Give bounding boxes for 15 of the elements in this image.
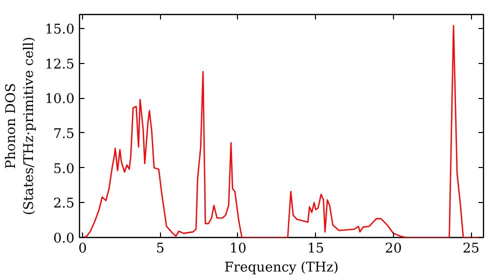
x-tick-label: 15 <box>307 242 324 256</box>
y-tick-label: 10.0 <box>44 92 75 108</box>
y-axis-title: Phonon DOS (States/THz·primitive cell) <box>4 36 37 216</box>
y-tick-label: 12.5 <box>44 57 75 72</box>
y-tick-label: 2.5 <box>53 196 75 212</box>
x-axis-title: Frequency (THz) <box>224 260 339 276</box>
x-tick-label: 5 <box>156 242 165 256</box>
y-tick-label: 15.0 <box>44 22 75 38</box>
y-tick-label: 0.0 <box>53 232 75 246</box>
y-tick-label: 7.5 <box>53 126 75 142</box>
y-tick-label: 5.0 <box>53 162 75 177</box>
x-tick-label: 20 <box>384 242 402 256</box>
x-tick-label: 0 <box>78 242 87 256</box>
x-tick-label: 10 <box>230 242 246 256</box>
x-tick-label: 25 <box>462 242 480 256</box>
